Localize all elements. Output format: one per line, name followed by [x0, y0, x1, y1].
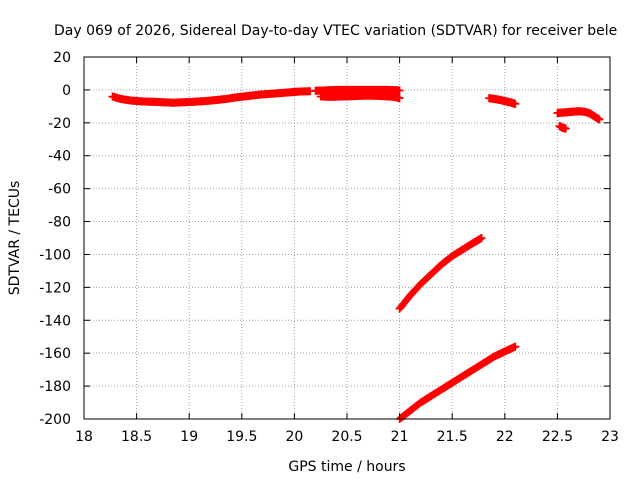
- y-tick-label: -200: [39, 412, 71, 428]
- series-sat-i: [555, 122, 570, 133]
- grid-lines: [84, 57, 610, 419]
- data-point: [395, 86, 404, 95]
- x-tick-label: 21.5: [437, 429, 468, 445]
- x-tick-label: 23: [601, 429, 619, 445]
- x-tick-label: 20.5: [331, 429, 362, 445]
- data-point: [561, 124, 570, 133]
- x-tick-label: 22.5: [542, 429, 573, 445]
- chart-title: Day 069 of 2026, Sidereal Day-to-day VTE…: [54, 23, 617, 39]
- y-tick-label: -160: [39, 346, 71, 362]
- data-point: [477, 234, 486, 242]
- x-tick-label: 22: [496, 429, 514, 445]
- axis-ticks: 18 18.5 19 19.5 20 20.5 21 21.5 22 22.5 23 20 0 -20 -4…: [39, 50, 619, 445]
- y-tick-label: -60: [48, 182, 71, 198]
- y-tick-label: -120: [39, 280, 71, 296]
- series-sat-h: [553, 107, 604, 124]
- data-marks: [108, 85, 604, 423]
- data-point: [385, 89, 394, 98]
- series-sat-d: [321, 89, 394, 99]
- data-point: [595, 115, 604, 124]
- data-point: [395, 94, 404, 103]
- y-tick-label: -140: [39, 313, 71, 329]
- x-tick-label: 18.5: [121, 429, 152, 445]
- series-sat-g: [485, 94, 520, 108]
- series-sat-e: [395, 234, 486, 313]
- x-tick-label: 19.5: [226, 429, 257, 445]
- x-tick-label: 21: [391, 429, 409, 445]
- y-tick-label: -100: [39, 247, 71, 263]
- data-point: [511, 99, 520, 108]
- x-axis-label: GPS time / hours: [288, 459, 405, 475]
- x-tick-label: 19: [180, 429, 198, 445]
- y-tick-label: -20: [48, 116, 71, 132]
- y-axis-label: SDTVAR / TECUs: [7, 181, 23, 296]
- data-point: [511, 342, 520, 351]
- y-tick-label: 20: [53, 50, 71, 66]
- series-sat-a: [108, 87, 315, 107]
- y-tick-label: 0: [62, 83, 71, 99]
- series-sat-f: [395, 342, 520, 423]
- x-tick-label: 20: [285, 429, 303, 445]
- y-tick-label: -180: [39, 379, 71, 395]
- y-tick-label: -80: [48, 215, 71, 231]
- y-tick-label: -40: [48, 149, 71, 165]
- x-tick-label: 18: [75, 429, 93, 445]
